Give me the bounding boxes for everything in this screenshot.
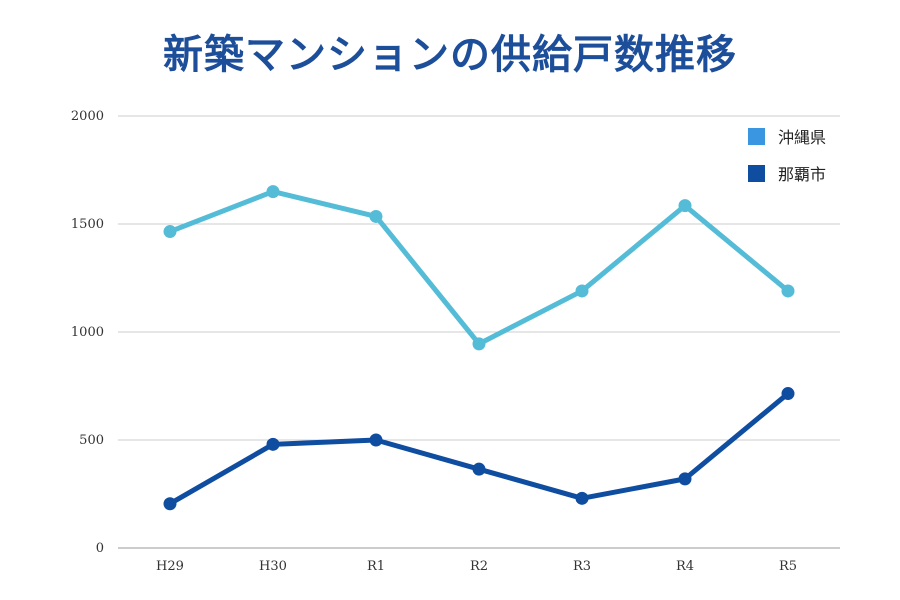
series-line-1 bbox=[167, 189, 791, 347]
legend-label: 沖縄県 bbox=[778, 128, 826, 147]
data-point bbox=[678, 472, 692, 486]
data-point bbox=[369, 209, 383, 223]
data-point bbox=[369, 433, 383, 447]
x-tick-label: R2 bbox=[470, 559, 488, 574]
x-tick-label: R3 bbox=[573, 559, 591, 574]
y-tick-label: 500 bbox=[79, 433, 104, 448]
series-line-2 bbox=[167, 391, 791, 507]
series-group bbox=[163, 185, 795, 511]
data-point bbox=[266, 437, 280, 451]
x-axis-ticks: H29 H30 R1 R2 R3 R4 R5 bbox=[156, 559, 797, 574]
y-tick-label: 2000 bbox=[71, 109, 104, 124]
x-tick-label: R4 bbox=[676, 559, 694, 574]
legend-swatch bbox=[748, 165, 765, 182]
data-point bbox=[781, 387, 795, 401]
x-tick-label: H30 bbox=[259, 559, 287, 574]
data-point bbox=[163, 497, 177, 511]
data-point bbox=[678, 199, 692, 213]
y-tick-label: 0 bbox=[96, 541, 104, 556]
data-point bbox=[575, 491, 589, 505]
gridlines bbox=[118, 115, 840, 549]
data-point bbox=[575, 284, 589, 298]
y-tick-label: 1000 bbox=[71, 325, 104, 340]
data-point bbox=[472, 337, 486, 351]
data-point bbox=[781, 284, 795, 298]
x-tick-label: R5 bbox=[779, 559, 797, 574]
data-point bbox=[163, 225, 177, 239]
y-tick-label: 1500 bbox=[71, 217, 104, 232]
legend-swatch bbox=[748, 128, 765, 145]
data-point bbox=[472, 462, 486, 476]
y-axis-ticks: 0 500 1000 1500 2000 bbox=[71, 109, 104, 556]
x-tick-label: R1 bbox=[367, 559, 385, 574]
chart-title: 新築マンションの供給戸数推移 bbox=[163, 31, 737, 78]
legend-label: 那覇市 bbox=[778, 165, 826, 184]
data-point bbox=[266, 185, 280, 199]
x-tick-label: H29 bbox=[156, 559, 184, 574]
